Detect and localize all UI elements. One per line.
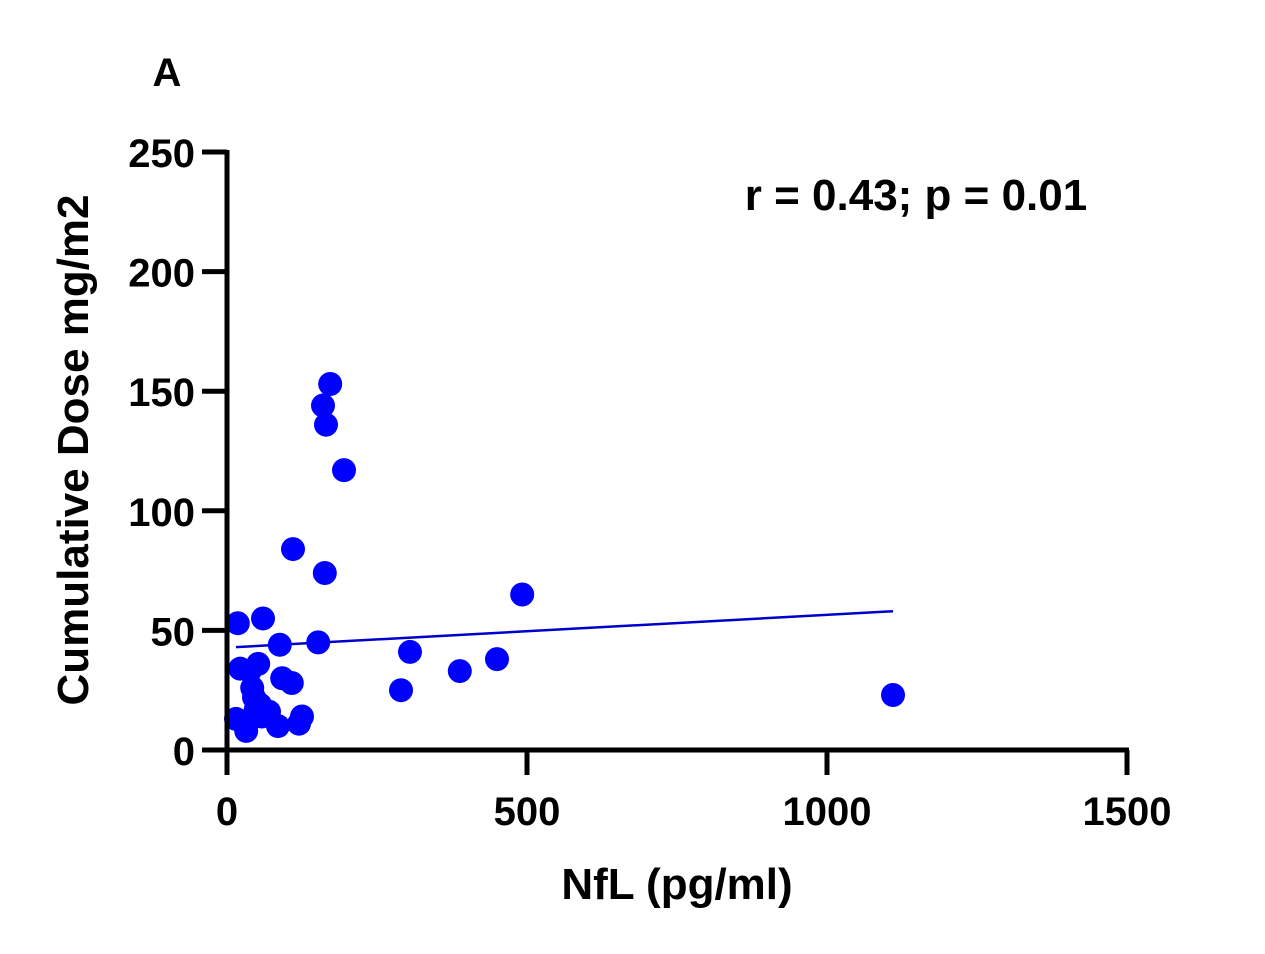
data-point [306,630,331,655]
correlation-annotation: r = 0.43; p = 0.01 [745,171,1087,220]
data-point [312,560,337,585]
data-point [251,606,275,631]
x-axis-title: NfL (pg/ml) [561,860,792,909]
x-tick-label: 500 [494,790,561,834]
data-point [281,537,305,562]
data-point [485,647,509,672]
data-point [234,718,259,743]
y-tick-label: 50 [151,610,196,654]
y-tick-label: 150 [128,371,195,415]
axes [224,150,1129,754]
data-point [290,704,314,729]
x-tick-label: 1000 [783,790,872,834]
panel-label: A [153,51,182,95]
data-point [881,682,905,707]
y-tick-label: 0 [173,730,195,774]
y-tick-label: 100 [128,491,195,535]
data-point [318,372,343,397]
data-point [225,611,250,636]
y-axis-title: Cumulative Dose mg/m2 [49,194,98,705]
y-tick-label: 200 [128,252,195,296]
data-point [266,714,290,739]
data-point [447,659,472,684]
points-layer [224,372,905,743]
data-point [510,582,535,607]
data-point [314,412,338,437]
data-point [267,632,292,657]
data-point [389,678,413,703]
ticks: 0 50 100 150 200 250 0 500 1000 1500 [128,132,1171,834]
data-point [311,393,335,418]
data-point [398,639,422,664]
x-tick-label: 0 [216,790,238,834]
data-point [279,671,304,696]
data-point [246,651,271,676]
data-point [332,458,356,483]
y-tick-label: 250 [128,132,195,176]
regression-line [235,610,894,649]
x-tick-label: 1500 [1083,790,1172,834]
fit-line-layer [235,610,894,649]
